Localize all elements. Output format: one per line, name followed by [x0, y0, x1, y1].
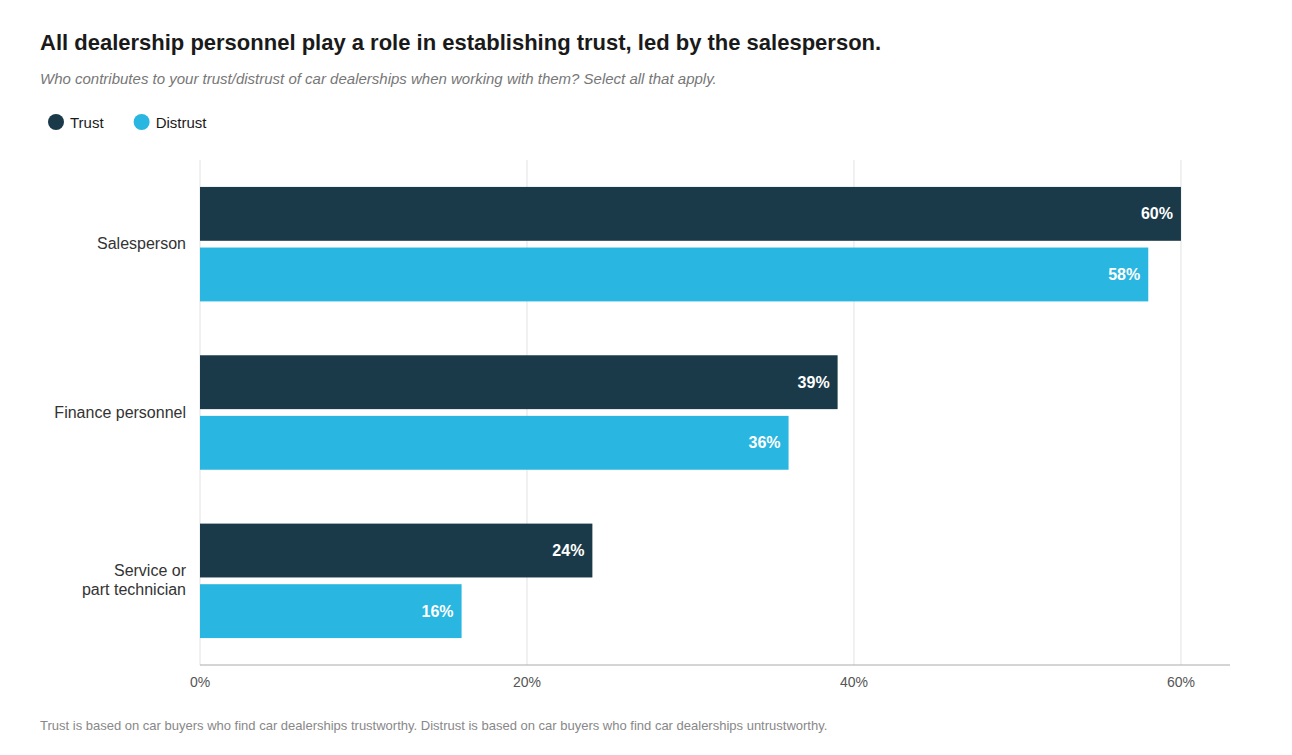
- x-tick-label: 40%: [840, 674, 868, 690]
- data-label: 24%: [552, 542, 584, 559]
- data-label: 39%: [798, 374, 830, 391]
- chart: All dealership personnel play a role in …: [0, 0, 1292, 755]
- legend-swatch: [134, 114, 150, 130]
- bar: [200, 187, 1181, 241]
- x-axis-line: [200, 665, 1230, 666]
- bar: [200, 416, 789, 470]
- grid: [200, 160, 1181, 665]
- x-tick-label: 0%: [190, 674, 210, 690]
- title: All dealership personnel play a role in …: [40, 30, 881, 55]
- x-tick-label: 20%: [513, 674, 541, 690]
- legend-label: Distrust: [156, 114, 208, 131]
- data-label: 16%: [422, 603, 454, 620]
- bar: [200, 355, 838, 409]
- background: [0, 0, 1292, 755]
- category-label: Service orpart technician: [82, 562, 187, 598]
- x-tick-label: 60%: [1167, 674, 1195, 690]
- legend-item: Distrust: [134, 114, 208, 131]
- bars: [200, 187, 1181, 638]
- bar: [200, 248, 1148, 302]
- footnote: Trust is based on car buyers who find ca…: [40, 718, 827, 733]
- data-label: 36%: [749, 434, 781, 451]
- legend-item: Trust: [48, 114, 104, 131]
- data-label: 60%: [1141, 205, 1173, 222]
- legend-label: Trust: [70, 114, 104, 131]
- category-label: Finance personnel: [54, 404, 186, 421]
- category-label: Salesperson: [97, 235, 186, 252]
- bar: [200, 524, 592, 578]
- bar: [200, 584, 462, 638]
- subtitle: Who contributes to your trust/distrust o…: [40, 70, 717, 87]
- data-labels: 60% 58% 39% 36% 24% 16%: [422, 205, 1173, 619]
- legend-swatch: [48, 114, 64, 130]
- data-label: 58%: [1108, 266, 1140, 283]
